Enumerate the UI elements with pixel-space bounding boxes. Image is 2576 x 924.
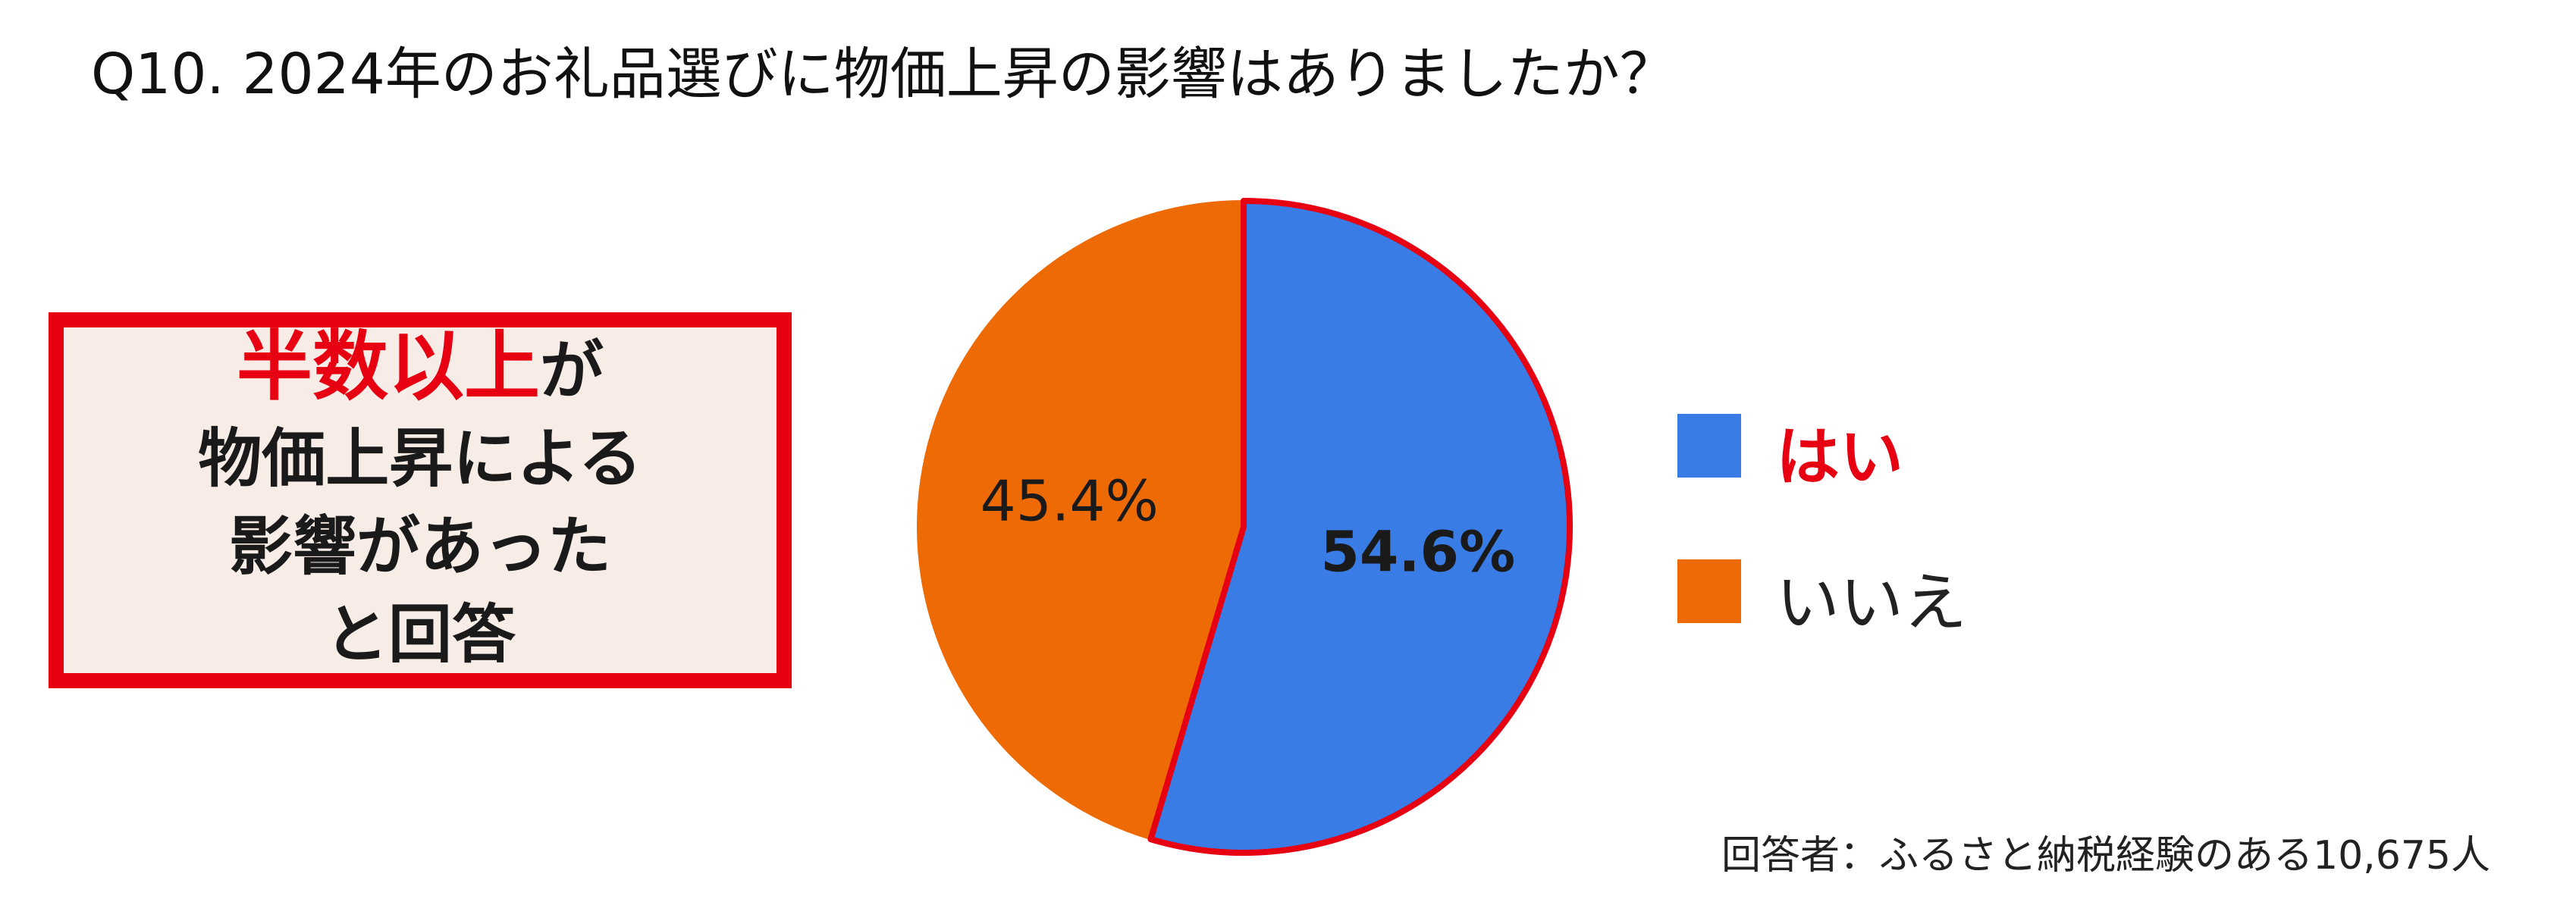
summary-callout: 半数以上が 物価上昇による 影響があった と回答 xyxy=(49,312,792,688)
respondent-note: 回答者：ふるさと納税経験のある10,675人 xyxy=(1721,833,2490,879)
legend-swatch-no xyxy=(1677,559,1741,623)
callout-highlight-tail: が xyxy=(539,333,604,408)
question-title: Q10. 2024年のお礼品選びに物価上昇の影響はありましたか？ xyxy=(91,42,1676,107)
pie-chart: 54.6% 45.4% xyxy=(917,198,1573,856)
pie-label-no: 45.4% xyxy=(981,469,1159,534)
pie-slice-no xyxy=(917,200,1244,841)
legend-swatch-yes xyxy=(1677,414,1741,478)
callout-line-2: 物価上昇による xyxy=(198,421,642,496)
callout-line-4: と回答 xyxy=(324,597,516,672)
callout-line-3: 影響があった xyxy=(228,509,611,584)
pie-label-yes: 54.6% xyxy=(1320,519,1515,584)
legend-label-yes: はい xyxy=(1776,420,1904,494)
legend-label-no: いいえ xyxy=(1776,565,1968,640)
pie-slice-yes xyxy=(1147,198,1573,856)
callout-line-1: 半数以上が xyxy=(236,321,604,415)
callout-highlight: 半数以上 xyxy=(236,321,540,411)
